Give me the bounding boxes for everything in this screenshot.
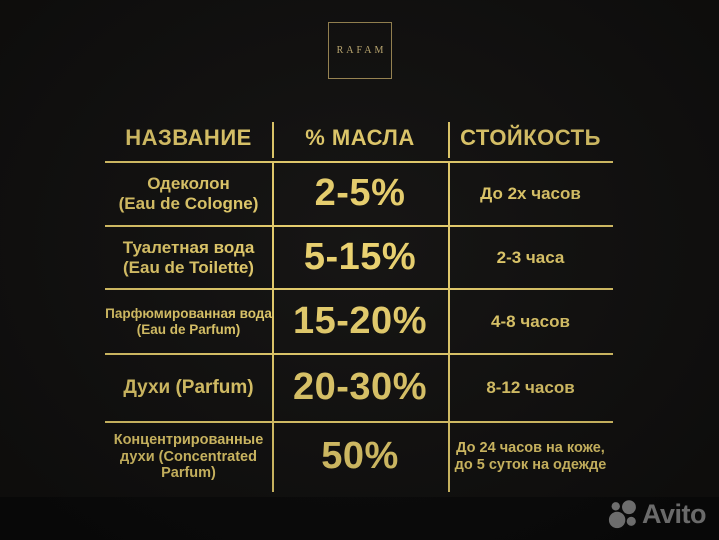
row-3-longevity: 4-8 часов bbox=[491, 311, 570, 331]
row-divider-2 bbox=[105, 288, 613, 290]
row-4-oil: 20-30% bbox=[293, 366, 427, 409]
row-5-name: Концентрированные духи (Concentrated Par… bbox=[113, 431, 264, 482]
column-header-name: НАЗВАНИЕ bbox=[125, 125, 252, 151]
avito-watermark-text: Avito bbox=[642, 499, 707, 529]
row-5-longevity: До 24 часов на коже, до 5 суток на одежд… bbox=[454, 440, 607, 473]
header-underline bbox=[105, 161, 613, 163]
avito-logo-icon bbox=[608, 499, 639, 530]
header-column-divider-2 bbox=[448, 122, 450, 158]
row-1-longevity: До 2х часов bbox=[480, 184, 581, 204]
column-divider-2 bbox=[448, 161, 450, 492]
concentration-table: НАЗВАНИЕ % МАСЛА СТОЙКОСТЬ Одеколон (Eau… bbox=[105, 114, 613, 492]
column-divider-1 bbox=[272, 161, 274, 492]
header-column-divider-1 bbox=[272, 122, 274, 158]
row-3-oil: 15-20% bbox=[293, 299, 427, 342]
row-divider-1 bbox=[105, 225, 613, 227]
row-4-longevity: 8-12 часов bbox=[486, 378, 575, 398]
row-3-name: Парфюмированная вода (Eau de Parfum) bbox=[105, 305, 272, 337]
row-divider-4 bbox=[105, 421, 613, 423]
row-1-oil: 2-5% bbox=[314, 172, 406, 215]
row-4-name: Духи (Parfum) bbox=[123, 377, 254, 399]
row-2-oil: 5-15% bbox=[303, 235, 417, 278]
row-divider-3 bbox=[105, 353, 613, 355]
bottom-strip bbox=[0, 497, 719, 540]
column-header-oil: % МАСЛА bbox=[305, 125, 415, 151]
row-2-longevity: 2-3 часа bbox=[496, 247, 565, 267]
row-5-oil: 50% bbox=[321, 435, 399, 478]
avito-watermark: Avito bbox=[608, 499, 707, 530]
column-header-longevity: СТОЙКОСТЬ bbox=[460, 125, 601, 151]
row-1-name: Одеколон (Eau de Cologne) bbox=[118, 174, 259, 213]
rafam-logo-text: RAFAM bbox=[336, 45, 387, 56]
row-2-name: Туалетная вода (Eau de Toilette) bbox=[122, 237, 255, 277]
rafam-logo: RAFAM bbox=[328, 22, 392, 79]
